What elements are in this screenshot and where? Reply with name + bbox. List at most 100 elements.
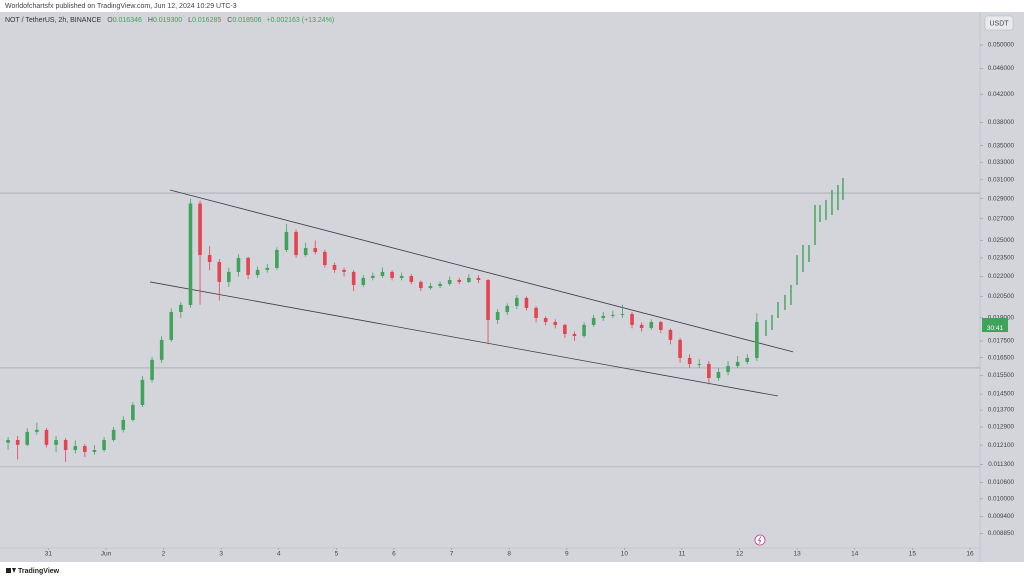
ohlc-key: L bbox=[188, 17, 192, 24]
candle-body bbox=[419, 281, 423, 289]
y-tick-label: 0.033000 bbox=[988, 159, 1015, 166]
candle-body bbox=[63, 440, 68, 451]
candle-body bbox=[351, 271, 356, 285]
candle-body bbox=[303, 248, 308, 256]
brand: TradingView bbox=[18, 568, 60, 575]
symbol: NOT / TetherUS, 2h, BINANCE bbox=[5, 17, 102, 24]
candle-body bbox=[399, 275, 404, 278]
x-tick-label: 8 bbox=[507, 551, 511, 558]
candle-body bbox=[735, 361, 740, 366]
candle-body bbox=[486, 279, 490, 320]
candle-body bbox=[217, 262, 222, 282]
currency-label: USDT bbox=[989, 20, 1009, 27]
candle-body bbox=[83, 446, 87, 452]
y-tick-label: 0.019000 bbox=[988, 315, 1015, 322]
y-tick-label: 0.013700 bbox=[988, 407, 1015, 414]
candle-body bbox=[707, 364, 711, 379]
y-tick-label: 0.014500 bbox=[988, 391, 1015, 398]
y-tick-label: 0.009400 bbox=[988, 513, 1015, 520]
candle-body bbox=[6, 440, 10, 443]
x-tick-label: 9 bbox=[565, 551, 569, 558]
y-tick-label: 0.035000 bbox=[988, 142, 1015, 149]
price-axis-background bbox=[980, 12, 1024, 548]
y-tick-label: 0.008850 bbox=[988, 530, 1015, 537]
candle-body bbox=[54, 440, 58, 445]
ohlc-value: 0.018506 bbox=[232, 17, 261, 24]
candle-body bbox=[169, 311, 174, 340]
candle-body bbox=[476, 277, 481, 280]
candle-body bbox=[697, 364, 702, 365]
candle-body bbox=[467, 277, 471, 282]
ohlc-key: C bbox=[227, 17, 232, 24]
ohlc-value: 0.019300 bbox=[153, 17, 182, 24]
x-tick-label: 12 bbox=[736, 551, 744, 558]
candle-body bbox=[515, 297, 519, 306]
candle-body bbox=[15, 440, 20, 445]
candle-body bbox=[630, 314, 634, 325]
y-tick-label: 0.022000 bbox=[988, 273, 1015, 280]
x-tick-label: 14 bbox=[851, 551, 859, 558]
candle-body bbox=[755, 322, 759, 358]
candle-body bbox=[611, 314, 615, 316]
candle-body bbox=[342, 269, 346, 272]
candle-body bbox=[572, 334, 577, 336]
candle-body bbox=[726, 365, 730, 373]
y-tick-label: 0.027000 bbox=[988, 215, 1015, 222]
y-tick-label: 0.010000 bbox=[988, 496, 1015, 503]
x-tick-label: 7 bbox=[450, 551, 454, 558]
x-tick-label: Jun bbox=[101, 551, 112, 558]
candle-body bbox=[255, 269, 260, 275]
time-axis-background bbox=[0, 548, 1024, 562]
candle-body bbox=[745, 357, 750, 362]
candle-body bbox=[447, 279, 452, 284]
candle-body bbox=[380, 271, 385, 276]
candle-body bbox=[649, 322, 654, 328]
y-tick-label: 0.042000 bbox=[988, 91, 1015, 98]
candle-body bbox=[524, 297, 529, 308]
candle-body bbox=[294, 231, 298, 256]
ohlc-value: 0.016285 bbox=[192, 17, 221, 24]
candle-body bbox=[207, 255, 212, 263]
candle-body bbox=[505, 305, 510, 312]
y-tick-label: 0.046000 bbox=[988, 65, 1015, 72]
countdown: 30:41 bbox=[987, 325, 1004, 332]
candle-body bbox=[25, 431, 30, 445]
flash-icon[interactable] bbox=[754, 534, 766, 546]
candle-body bbox=[553, 322, 558, 325]
candle-body bbox=[121, 419, 126, 430]
price-tag bbox=[982, 318, 1008, 333]
ohlc-key: O bbox=[107, 17, 113, 24]
y-tick-label: 0.029000 bbox=[988, 195, 1015, 202]
candle-body bbox=[275, 249, 279, 268]
ohlc-key: H bbox=[148, 17, 153, 24]
candle-body bbox=[678, 339, 682, 358]
candle-body bbox=[591, 317, 596, 325]
currency-box[interactable] bbox=[984, 15, 1014, 31]
y-tick-label: 0.011300 bbox=[988, 461, 1014, 468]
y-tick-label: 0.012900 bbox=[988, 424, 1015, 431]
y-tick-label: 0.038000 bbox=[988, 119, 1015, 126]
y-tick-label: 0.020500 bbox=[988, 293, 1015, 300]
candle-body bbox=[265, 267, 270, 270]
x-tick-label: 15 bbox=[909, 551, 917, 558]
x-tick-label: 6 bbox=[392, 551, 396, 558]
candle-body bbox=[332, 264, 337, 270]
x-tick-label: 2 bbox=[162, 551, 166, 558]
candle-body bbox=[428, 286, 433, 289]
candle-body bbox=[563, 324, 567, 335]
y-tick-label: 0.025000 bbox=[988, 237, 1015, 244]
y-tick-label: 0.012100 bbox=[988, 442, 1015, 449]
trend-line bbox=[169, 189, 794, 353]
candle-body bbox=[35, 429, 39, 432]
y-tick-label: 0.023500 bbox=[988, 255, 1015, 262]
candle-body bbox=[601, 315, 606, 318]
candle-body bbox=[284, 231, 289, 250]
candle-body bbox=[323, 251, 327, 265]
candle-body bbox=[582, 324, 586, 336]
candle-body bbox=[159, 339, 164, 360]
x-tick-label: 16 bbox=[966, 551, 974, 558]
symbol-header: NOT / TetherUS, 2h, BINANCE O0.016346 H0.0… bbox=[5, 17, 334, 24]
candle-body bbox=[227, 271, 231, 282]
candle-body bbox=[44, 429, 49, 445]
